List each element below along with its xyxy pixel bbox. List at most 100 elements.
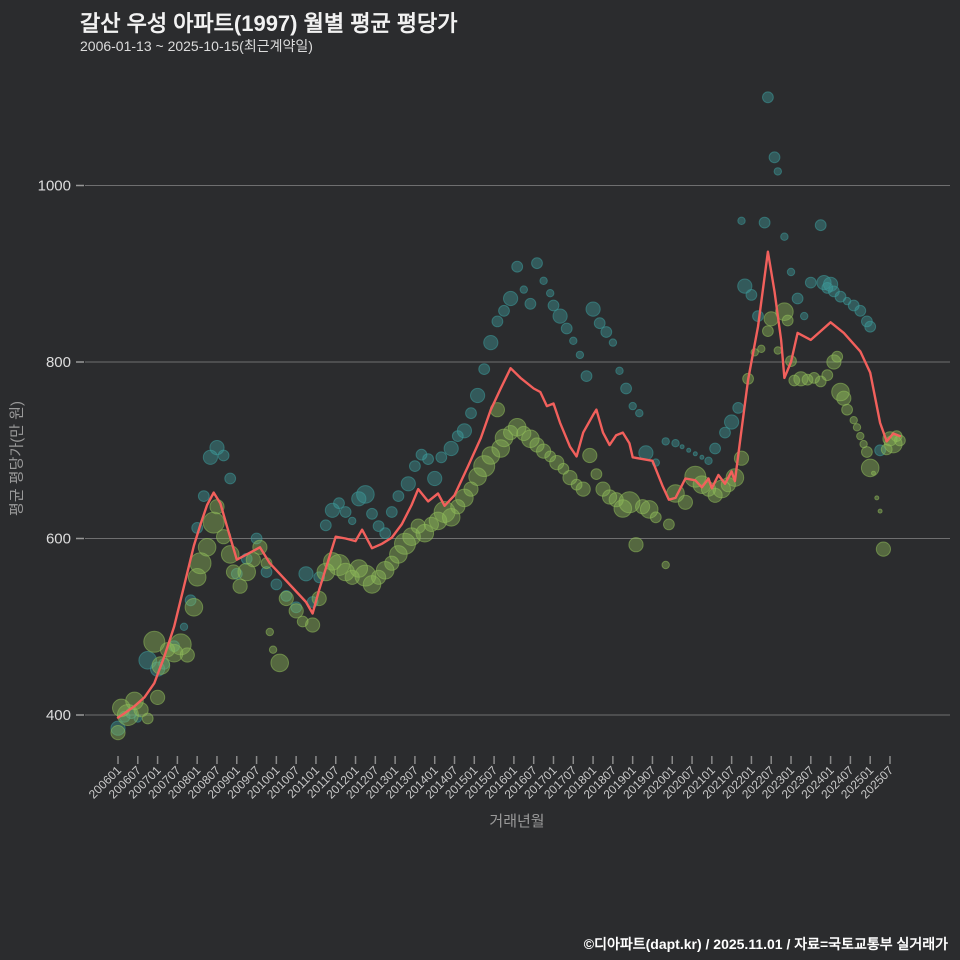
bubble-85[interactable] [575,481,591,497]
bubble-85[interactable] [628,537,644,553]
bubble-60[interactable] [427,470,443,487]
bubble-60[interactable] [600,326,613,338]
bubble-60[interactable] [800,311,809,321]
bubble-60[interactable] [366,507,378,520]
bubble-60[interactable] [498,304,510,317]
bubble-85[interactable] [187,568,207,587]
bubble-85[interactable] [801,373,814,386]
bubble-85[interactable] [808,372,820,384]
bubble-60[interactable] [724,414,740,430]
bubble-60[interactable] [456,423,472,439]
bubble-60[interactable] [737,278,753,294]
bubble-60[interactable] [217,449,230,462]
bubble-60[interactable] [593,317,606,330]
bubble-85[interactable] [677,494,694,510]
bubble-85[interactable] [635,499,651,515]
bubble-85[interactable] [841,403,853,416]
bubble-60[interactable] [745,289,758,301]
bubble-60[interactable] [823,276,839,292]
bubble-60[interactable] [580,370,593,383]
bubble-60[interactable] [552,308,568,324]
bubble-85[interactable] [141,712,154,725]
bubble-60[interactable] [671,439,680,448]
bubble-60[interactable] [415,448,428,461]
bubble-60[interactable] [575,350,585,360]
bubble-60[interactable] [478,363,491,376]
bubble-85[interactable] [184,598,204,617]
bubble-85[interactable] [661,560,670,570]
bubble-60[interactable] [470,387,486,404]
bubble-85[interactable] [826,354,842,370]
bubble-60[interactable] [762,91,774,104]
bubble-60[interactable] [758,216,771,229]
bubble-60[interactable] [679,444,685,450]
bubble-85[interactable] [394,532,416,555]
bubble-60[interactable] [608,338,618,347]
bubble-60[interactable] [280,590,293,602]
bubble-85[interactable] [225,564,242,580]
bubble-85[interactable] [762,325,774,338]
bubble-85[interactable] [245,552,261,568]
bubble-85[interactable] [831,350,844,363]
bubble-60[interactable] [791,292,804,305]
bubble-85[interactable] [856,431,865,441]
bubble-60[interactable] [270,578,283,591]
bubble-60[interactable] [524,297,537,310]
bubble-60[interactable] [768,151,781,164]
bubble-60[interactable] [692,451,698,457]
bubble-85[interactable] [278,590,294,607]
bubble-85[interactable] [328,554,350,576]
bubble-60[interactable] [435,451,448,464]
bubble-60[interactable] [443,440,459,457]
bubble-85[interactable] [582,447,598,464]
bubble-85[interactable] [179,647,195,663]
bubble-60[interactable] [786,267,796,277]
bubble-60[interactable] [260,566,273,578]
bubble-60[interactable] [704,456,713,465]
bubble-60[interactable] [319,519,332,532]
bubble-60[interactable] [184,594,197,607]
bubble-85[interactable] [110,725,126,741]
bubble-85[interactable] [775,302,794,322]
bubble-60[interactable] [531,257,543,270]
bubble-60[interactable] [483,335,499,351]
bubble-85[interactable] [871,470,876,476]
bubble-85[interactable] [354,564,377,587]
bubble-60[interactable] [661,437,670,446]
bubble-60[interactable] [379,527,392,540]
bubble-85[interactable] [232,578,248,594]
bubble-60[interactable] [620,382,632,395]
bubble-60[interactable] [585,301,601,317]
bubble-60[interactable] [539,276,548,285]
bubble-85[interactable] [618,491,641,514]
bubble-85[interactable] [202,511,225,534]
bubble-85[interactable] [861,446,873,458]
bubble-60[interactable] [491,315,504,328]
bubble-60[interactable] [339,506,352,518]
bubble-60[interactable] [635,409,644,418]
bubble-85[interactable] [649,511,662,524]
bubble-60[interactable] [298,566,314,582]
bubble-60[interactable] [465,407,477,420]
bubble-85[interactable] [197,538,217,557]
bubble-85[interactable] [371,569,387,585]
bubble-60[interactable] [547,299,560,312]
bubble-60[interactable] [333,497,345,510]
bubble-85[interactable] [491,439,511,458]
bubble-60[interactable] [224,472,237,485]
bubble-60[interactable] [737,216,746,226]
bubble-85[interactable] [288,603,304,619]
bubble-60[interactable] [864,320,877,333]
bubble-85[interactable] [639,500,659,519]
bubble-60[interactable] [503,290,519,307]
bubble-60[interactable] [854,304,867,317]
bubble-60[interactable] [519,285,528,294]
bubble-60[interactable] [615,366,624,375]
bubble-85[interactable] [590,468,603,481]
bubble-60[interactable] [773,167,782,176]
bubble-60[interactable] [628,401,637,411]
bubble-60[interactable] [197,490,210,503]
bubble-85[interactable] [860,458,880,478]
bubble-85[interactable] [323,552,342,571]
bubble-60[interactable] [780,232,789,241]
